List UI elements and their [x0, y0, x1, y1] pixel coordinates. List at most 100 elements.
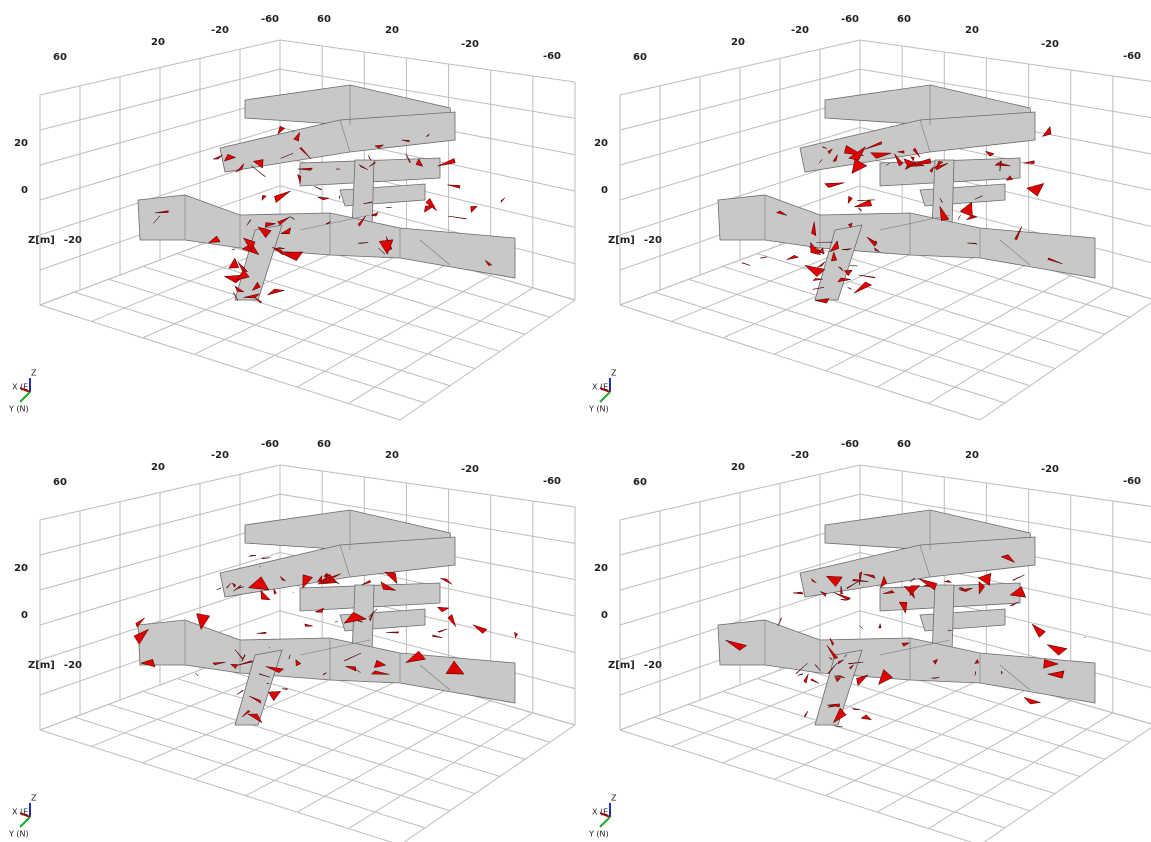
x-tick-label: 20 — [151, 462, 165, 473]
fracture — [804, 674, 809, 683]
fracture — [217, 588, 222, 590]
y-tick-label: 60 — [317, 439, 331, 450]
grid-line — [349, 713, 533, 829]
grid-line — [177, 679, 500, 777]
z-tick-label: 20 — [594, 563, 608, 574]
z-tick-label: 0 — [21, 185, 28, 196]
fracture — [447, 185, 459, 188]
z-tick-label: -20 — [64, 660, 82, 671]
fracture — [385, 572, 397, 583]
grid-line — [349, 288, 533, 404]
grid-line — [74, 717, 425, 828]
fracture — [438, 629, 448, 632]
axis-triad: ZX (E)Y (N) — [588, 794, 617, 839]
z-tick-label: 20 — [14, 138, 28, 149]
grid-line — [74, 292, 425, 403]
y-tick-label: 20 — [965, 450, 979, 461]
panel: 6020-20-606020-20-60200-20Z[m]ZX (E)Y (N… — [588, 14, 1151, 420]
grid-line — [40, 305, 400, 420]
grid-line — [620, 305, 980, 420]
x-tick-label: -20 — [211, 450, 229, 461]
fracture — [305, 624, 313, 627]
panel: 6020-20-606020-20-60200-20Z[m]ZX (E)Y (N… — [8, 439, 575, 842]
x-tick-label: -60 — [261, 439, 279, 450]
x-tick-label: -60 — [261, 14, 279, 25]
y-tick-label: -20 — [461, 464, 479, 475]
y-tick-label: -20 — [1041, 39, 1059, 50]
x-tick-label: 60 — [633, 477, 647, 488]
triad-x-label: X (E) — [592, 383, 611, 392]
grid-line — [689, 704, 1030, 810]
fracture — [229, 258, 239, 268]
triad-y-label: Y (N) — [588, 830, 609, 839]
y-tick-label: -60 — [1123, 476, 1141, 487]
fracture — [249, 555, 256, 556]
z-axis-title: Z[m] — [28, 235, 55, 246]
x-tick-label: -60 — [841, 14, 859, 25]
fracture — [267, 289, 284, 295]
y-tick-label: 20 — [965, 25, 979, 36]
y-tick-label: -60 — [1123, 51, 1141, 62]
grid-line — [929, 713, 1113, 829]
grid-line — [109, 704, 450, 810]
fracture — [825, 183, 845, 188]
y-tick-label: 60 — [897, 439, 911, 450]
fracture — [848, 196, 852, 203]
triad-y — [20, 817, 30, 827]
x-tick-label: 20 — [731, 462, 745, 473]
z-tick-label: -20 — [64, 235, 82, 246]
fracture — [440, 578, 451, 584]
fracture — [262, 195, 266, 200]
y-tick-label: -60 — [543, 476, 561, 487]
fracture — [448, 216, 466, 219]
fracture — [232, 249, 235, 250]
triad-x-label: X (E) — [592, 808, 611, 817]
fracture — [958, 215, 960, 219]
grid-line — [400, 300, 575, 420]
fracture — [213, 155, 222, 159]
fracture — [811, 679, 819, 684]
z-tick-label: -20 — [644, 660, 662, 671]
x-tick-label: 60 — [53, 477, 67, 488]
z-tick-label: 20 — [14, 563, 28, 574]
fracture — [760, 257, 767, 258]
x-tick-label: -20 — [211, 25, 229, 36]
grid-line — [40, 730, 400, 842]
fracture — [339, 196, 340, 199]
fracture — [787, 255, 799, 259]
x-tick-label: -20 — [791, 450, 809, 461]
fracture — [960, 202, 972, 216]
grid-line — [757, 679, 1080, 777]
z-tick-label: -20 — [644, 235, 662, 246]
fracture — [282, 689, 288, 690]
fracture — [293, 592, 294, 593]
y-tick-label: -20 — [1041, 464, 1059, 475]
z-tick-label: 0 — [601, 610, 608, 621]
fracture — [944, 580, 951, 582]
grid-line — [929, 288, 1113, 404]
fracture — [237, 690, 244, 694]
triad-y — [600, 392, 610, 402]
fracture — [879, 624, 881, 628]
fracture — [911, 157, 914, 161]
triad-z-label: Z — [611, 369, 617, 378]
fracture — [861, 715, 872, 720]
fracture — [274, 191, 290, 203]
triad-x-label: X (E) — [12, 808, 31, 817]
triad-z-label: Z — [31, 369, 37, 378]
fracture — [742, 263, 751, 266]
z-axis-title: Z[m] — [28, 660, 55, 671]
tunnel — [932, 585, 954, 653]
fracture — [1047, 645, 1067, 656]
fracture — [314, 186, 321, 190]
grid-line — [860, 465, 1151, 507]
y-tick-label: -60 — [543, 51, 561, 62]
fracture — [362, 580, 371, 585]
grid-line — [689, 279, 1030, 385]
x-tick-label: 20 — [731, 37, 745, 48]
fracture — [274, 589, 277, 594]
tunnel — [138, 195, 515, 278]
triad-y — [600, 817, 610, 827]
fracture — [501, 198, 505, 203]
